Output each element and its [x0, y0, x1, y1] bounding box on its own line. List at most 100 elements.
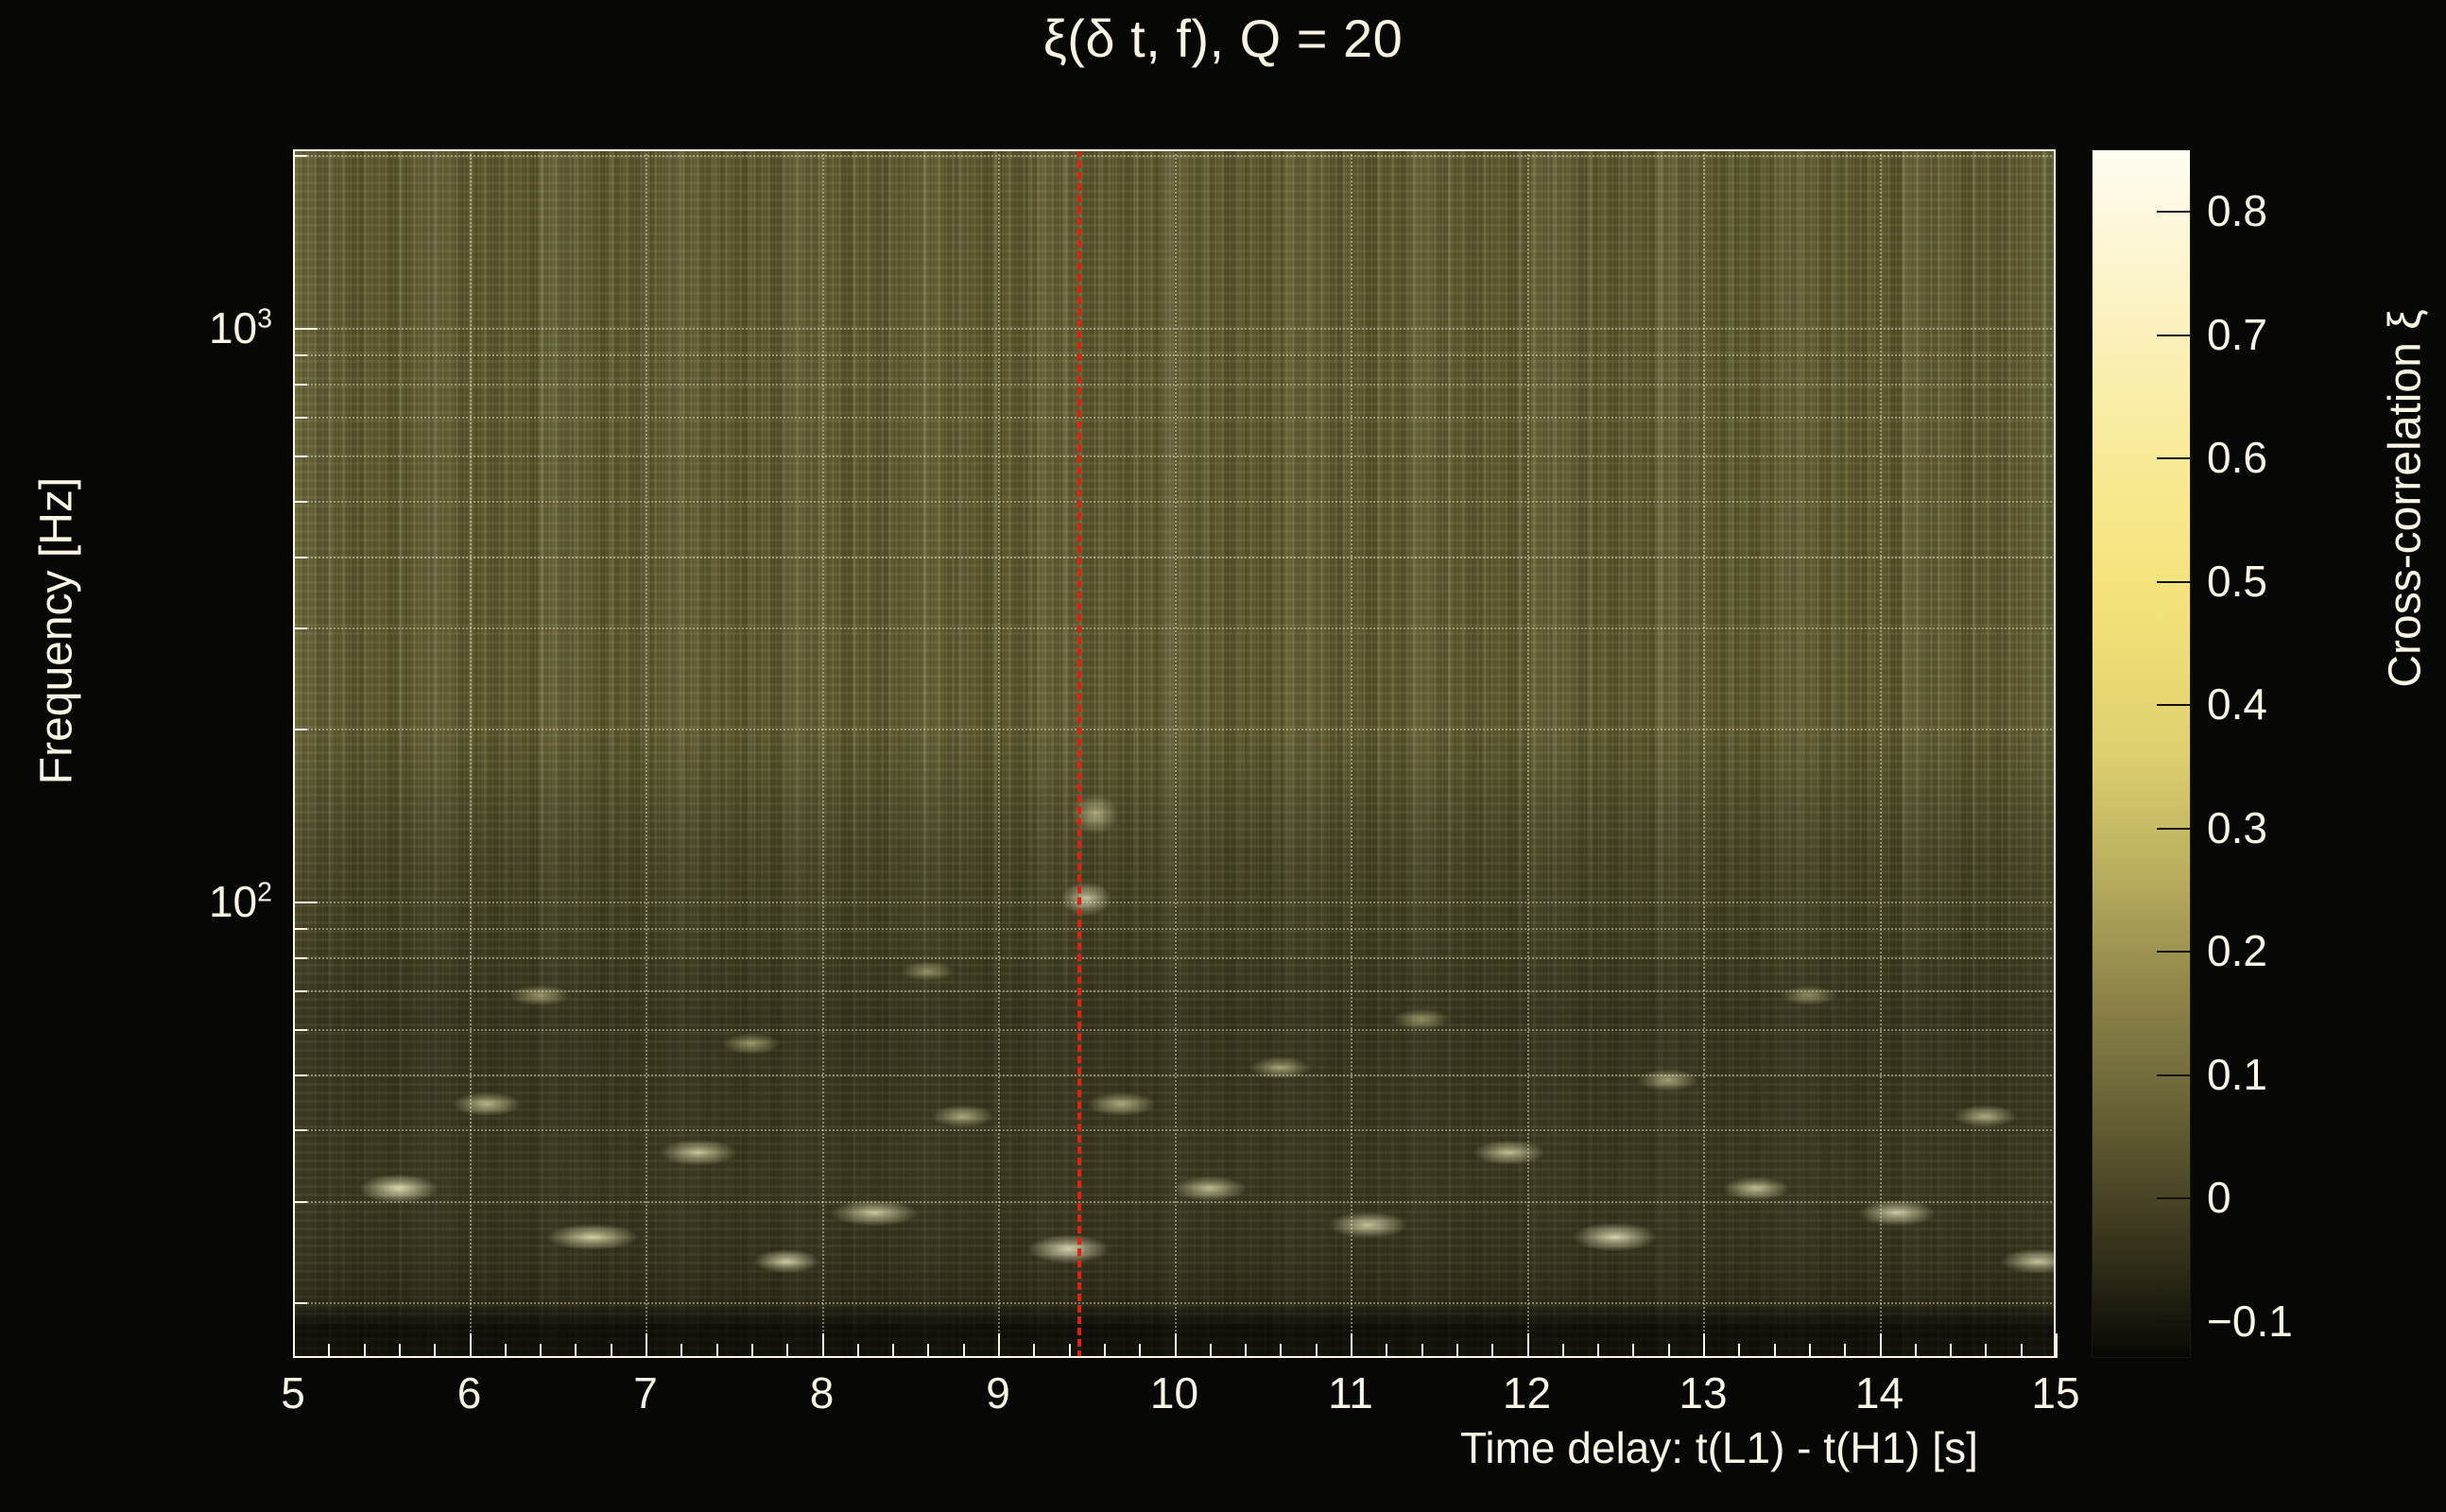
colorbar-tick [2157, 704, 2191, 707]
figure-title: ξ(δ t, f), Q = 20 [1042, 9, 1404, 68]
y-tick-minor [293, 729, 307, 731]
colorbar-tick [2157, 1074, 2191, 1076]
grid-line-vertical [1703, 149, 1705, 1358]
y-tick-minor [293, 1129, 307, 1132]
x-tick-minor [1985, 1344, 1988, 1358]
grid-line-vertical [998, 149, 1000, 1358]
grid-line-horizontal [293, 1129, 2056, 1132]
x-tick-label: 12 [1502, 1368, 1552, 1418]
x-tick-minor [1950, 1344, 1953, 1358]
grid-line-horizontal [293, 455, 2056, 457]
grid-line-vertical [821, 149, 824, 1358]
y-tick-minor [293, 1302, 307, 1305]
grid-line-horizontal [293, 956, 2056, 959]
y-tick-minor [293, 455, 307, 457]
x-tick-minor [1139, 1344, 1142, 1358]
x-tick-label: 8 [809, 1368, 835, 1418]
y-tick-label-mantissa: 10 [208, 302, 258, 352]
x-tick-label: 6 [456, 1368, 482, 1418]
colorbar-tick-label: 0.5 [2207, 556, 2267, 606]
x-tick-minor [1773, 1344, 1776, 1358]
x-tick-label: 13 [1679, 1368, 1728, 1418]
heatmap-bottom-band [293, 149, 2056, 1358]
x-tick-major [821, 1333, 824, 1358]
x-tick-label: 11 [1328, 1368, 1373, 1418]
x-tick-minor [504, 1344, 507, 1358]
x-tick-major [1351, 1333, 1352, 1358]
colorbar-tick-label: 0.3 [2207, 802, 2267, 852]
grid-line-vertical [1526, 149, 1529, 1358]
grid-line-horizontal [293, 327, 2056, 330]
colorbar-tick [2157, 1197, 2191, 1200]
x-tick-minor [398, 1344, 401, 1358]
x-tick-label: 10 [1149, 1368, 1199, 1418]
grid-line-vertical [646, 149, 647, 1358]
y-tick-minor [293, 627, 307, 630]
grid-line-horizontal [293, 901, 2056, 903]
heatmap-plot-area[interactable] [293, 149, 2056, 1358]
y-tick-label-exponent: 2 [257, 877, 272, 908]
y-tick-label: 103 [209, 302, 272, 353]
x-tick-label: 9 [986, 1368, 1010, 1418]
x-tick-major [1703, 1333, 1705, 1358]
x-tick-minor [540, 1344, 543, 1358]
x-tick-minor [892, 1344, 895, 1358]
heatmap-vignette [293, 149, 2056, 1358]
x-tick-minor [1597, 1344, 1600, 1358]
y-tick-minor [293, 989, 307, 992]
x-tick-minor [1491, 1344, 1494, 1358]
grid-line-horizontal [293, 729, 2056, 731]
x-tick-minor [1245, 1344, 1248, 1358]
colorbar-tick [2157, 1320, 2191, 1323]
y-tick-label-exponent: 3 [257, 303, 272, 335]
y-tick-label-mantissa: 10 [208, 876, 258, 926]
x-tick-minor [1068, 1344, 1071, 1358]
x-tick-major [1879, 1333, 1882, 1358]
x-tick-minor [1844, 1344, 1847, 1358]
x-tick-major [293, 1333, 295, 1358]
y-tick-label: 102 [209, 876, 272, 927]
x-tick-major [1526, 1333, 1529, 1358]
x-tick-minor [1209, 1344, 1212, 1358]
y-tick-major [293, 901, 318, 903]
colorbar[interactable] [2092, 149, 2191, 1358]
grid-line-horizontal [293, 1074, 2056, 1076]
x-tick-minor [1561, 1344, 1564, 1358]
x-tick-minor [927, 1344, 930, 1358]
x-tick-minor [856, 1344, 859, 1358]
colorbar-tick-label: 0.2 [2207, 926, 2267, 976]
grid-line-vertical [1879, 149, 1882, 1358]
y-tick-minor [293, 1074, 307, 1076]
colorbar-tick [2157, 580, 2191, 583]
x-tick-minor [750, 1344, 753, 1358]
time-delay-marker-line [1077, 149, 1081, 1358]
x-tick-minor [1315, 1344, 1318, 1358]
grid-line-horizontal [293, 989, 2056, 992]
x-tick-minor [1103, 1344, 1106, 1358]
x-tick-minor [1386, 1344, 1388, 1358]
colorbar-tick-label: 0.6 [2207, 433, 2267, 483]
grid-line-horizontal [293, 416, 2056, 419]
colorbar-title: Cross-correlation ξ [2380, 309, 2431, 688]
x-tick-minor [1632, 1344, 1635, 1358]
x-tick-minor [328, 1344, 331, 1358]
y-tick-minor [293, 927, 307, 930]
colorbar-tick-label: 0 [2207, 1173, 2231, 1223]
x-tick-minor [715, 1344, 718, 1358]
x-tick-minor [786, 1344, 789, 1358]
x-tick-minor [1280, 1344, 1283, 1358]
colorbar-tick-label: 0.4 [2207, 679, 2267, 730]
x-axis-title: Time delay: t(L1) - t(H1) [s] [1460, 1423, 1978, 1472]
grid-line-vertical [469, 149, 472, 1358]
x-tick-label: 15 [2031, 1368, 2080, 1418]
y-tick-minor [293, 383, 307, 386]
x-tick-major [469, 1333, 472, 1358]
grid-line-vertical [1174, 149, 1177, 1358]
x-tick-minor [2020, 1344, 2023, 1358]
colorbar-tick [2157, 827, 2191, 830]
colorbar-tick [2157, 457, 2191, 460]
x-tick-label: 7 [633, 1368, 658, 1418]
grid-line-horizontal [293, 627, 2056, 630]
grid-line-horizontal [293, 155, 2056, 158]
colorbar-tick [2157, 951, 2191, 954]
